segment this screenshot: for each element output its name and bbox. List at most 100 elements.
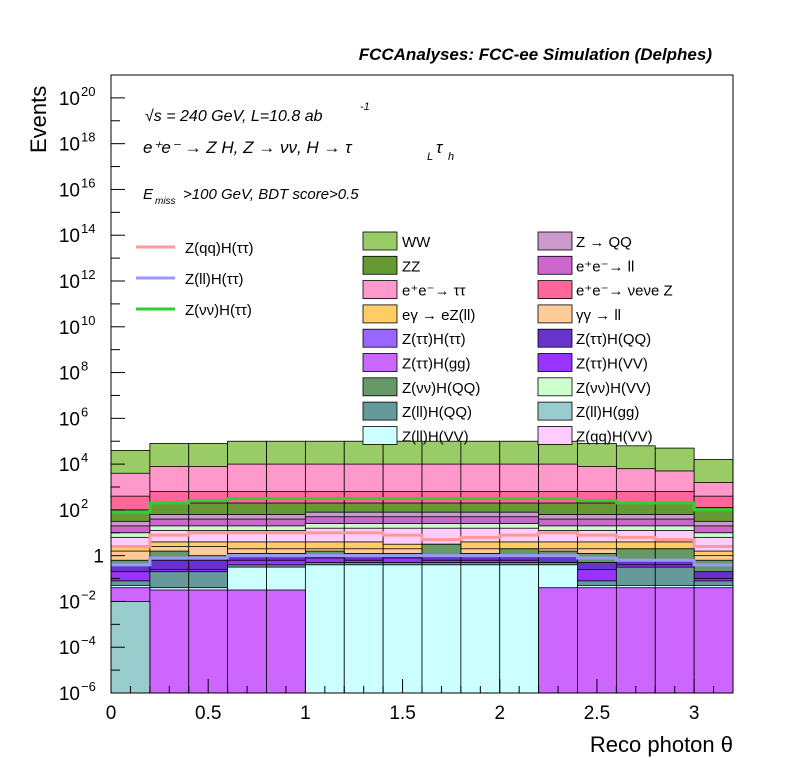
legend-label-z-ll-h-gg: Z(ll)H(gg) [576,404,639,421]
x-tick-label: 1.5 [389,703,415,724]
y-tick-exponent: 4 [81,450,88,465]
bar-z-h-gg-12 [577,587,617,694]
legend-swatch-e-e [362,280,398,300]
legend-label-z-qq-h: Z(qq)H(ττ) [185,240,254,257]
legend-swatch-z-h-qq [362,377,398,397]
annotation-cut: E miss >100 GeV, BDT score>0.5 [143,186,359,207]
y-tick-exponent: 16 [81,175,95,190]
y-tick-exponent: 14 [81,221,95,236]
process-text: e⁺e⁻ → Z H, Z → νν, H → τ [143,138,353,157]
x-tick-label: 2 [494,703,505,724]
bar-z-h-gg-2 [188,589,229,694]
cut-sub: miss [155,196,176,207]
energy-sup: -1 [360,101,370,113]
y-tick-label: 10 [59,364,80,385]
legend-label-e-e-e-e-z: e⁺e⁻→ νeνe Z [576,283,673,300]
y-tick-exponent: 12 [81,267,95,282]
legend-label-z-h-vv: Z(ττ)H(VV) [576,356,648,373]
process-tau: τ [436,138,444,157]
legend-swatch-z-h-gg [362,353,398,372]
legend-label-e-e-ll: e⁺e⁻→ ll [576,258,634,275]
legend-swatch-z-ll-h-qq [362,401,398,421]
y-tick-label: 10 [59,272,80,293]
legend-swatch-z-h-vv [537,377,573,397]
legend-swatch-z-h-vv [537,353,573,372]
y-axis-label: Events [26,86,51,153]
legend-label-ll: γγ → ll [576,307,621,324]
legend-label-z-h-qq: Z(ττ)H(QQ) [576,331,651,348]
legend-swatch-zz [362,255,398,275]
x-tick-label: 0.5 [195,703,221,724]
legend-label-z-h: Z(ττ)H(ττ) [402,331,466,348]
process-sub-l: L [427,151,433,163]
y-tick-label: 10 [59,135,80,156]
legend-swatch-ww [362,231,398,251]
annotation-process: e⁺e⁻ → Z H, Z → νν, H → τ L τ h [143,138,454,163]
y-tick-exponent: 18 [81,130,95,145]
bar-z-ll-h-vv-10 [499,564,540,694]
legend-label-ww: WW [402,234,431,251]
y-tick-label: 10 [59,684,80,705]
legend-swatch-z-qq-h-vv [537,425,573,445]
legend-label-z-qq-h-vv: Z(qq)H(VV) [576,428,653,445]
y-tick-label: 10 [59,592,80,613]
legend-swatch-e-e-e-e-z [537,280,573,300]
legend-label-z-ll-h-vv: Z(ll)H(VV) [402,428,469,445]
x-tick-label: 2.5 [584,703,610,724]
y-tick-exponent: −6 [81,679,96,694]
legend-swatch-e-e-ll [537,255,573,275]
x-axis-label: Reco photon θ [590,732,733,757]
energy-text: √s = 240 GeV, L=10.8 ab [145,108,323,125]
annotation-energy: √s = 240 GeV, L=10.8 ab -1 [145,101,370,125]
stack-histograms [110,440,734,694]
y-tick-label: 1 [93,547,104,568]
y-tick-label: 10 [59,89,80,110]
bar-z-ll-h-vv-9 [460,564,501,694]
y-tick-exponent: 10 [81,313,95,328]
bar-z-h-gg-3 [227,589,267,694]
y-tick-label: 10 [59,409,80,430]
y-tick-exponent: 20 [81,84,95,99]
y-tick-label: 10 [59,501,80,522]
bar-z-h-gg-15 [693,587,734,694]
legend-swatch-z-qq [537,231,573,251]
bar-z-ll-h-vv-5 [304,564,345,694]
legend-swatch-ll [537,304,573,324]
legend-swatch-z-h-qq [537,328,573,348]
bar-z-h-gg-11 [538,587,578,694]
legend-swatch-z-ll-h-vv [362,425,398,445]
legend-swatch-z-h [362,328,398,348]
x-tick-label: 1 [300,703,311,724]
legend-label-zz: ZZ [402,258,420,275]
x-tick-label: 3 [689,703,700,724]
chart-title: FCCAnalyses: FCC-ee Simulation (Delphes) [359,45,713,64]
y-tick-label: 10 [59,226,80,247]
signal-z-qq-h [111,531,733,549]
legend-swatch-z-ll-h-gg [537,401,573,421]
y-tick-label: 10 [59,318,80,339]
signal-z-ll-h [111,554,733,567]
legend-label-z-h: Z(νν)H(ττ) [185,302,252,319]
bar-z-ll-h-vv-8 [421,564,462,694]
y-tick-label: 10 [59,180,80,201]
legend-label-z-ll-h: Z(ll)H(ττ) [185,271,244,288]
legend-label-e-e: e⁺e⁻→ ττ [402,283,466,300]
bar-z-h-gg-1 [149,589,190,694]
signal-z-h [111,496,733,514]
y-tick-label: 10 [59,455,80,476]
bar-z-h-gg-13 [615,587,656,694]
signal-lines [111,496,733,567]
y-tick-exponent: 2 [81,496,88,511]
legend-label-z-h-vv: Z(νν)H(VV) [576,380,651,397]
bar-z-h-gg-14 [654,587,695,694]
y-tick-exponent: −4 [81,633,96,648]
cut-text: >100 GeV, BDT score>0.5 [183,186,359,203]
legend-label-z-ll-h-qq: Z(ll)H(QQ) [402,404,472,421]
legend-label-z-qq: Z → QQ [576,234,632,251]
y-tick-exponent: −2 [81,587,96,602]
cut-e: E [143,186,154,203]
y-tick-exponent: 6 [81,404,88,419]
y-tick-exponent: 8 [81,359,88,374]
